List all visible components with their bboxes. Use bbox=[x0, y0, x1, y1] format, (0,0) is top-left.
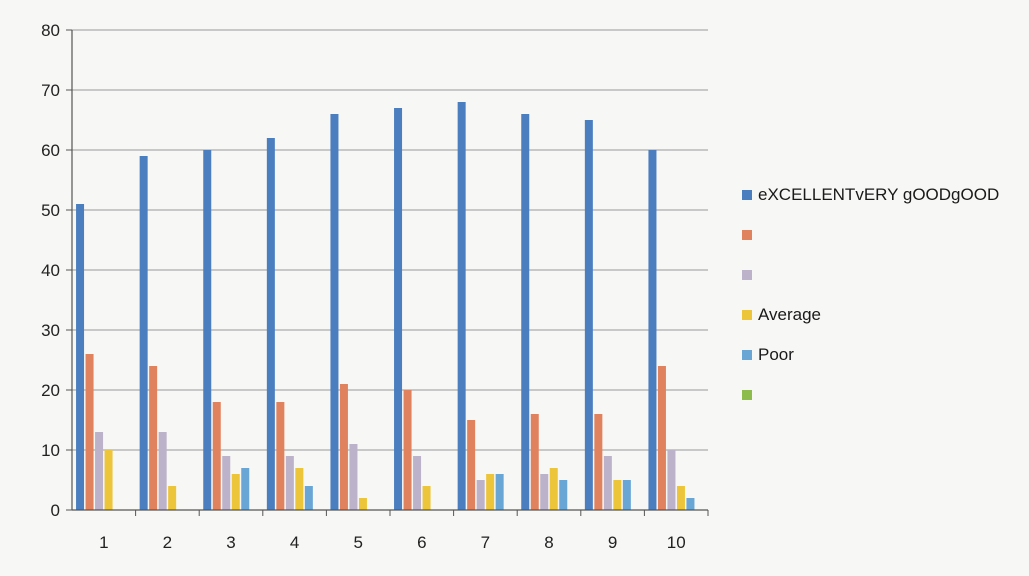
bar bbox=[330, 114, 339, 510]
bar bbox=[521, 114, 530, 510]
bar bbox=[667, 450, 676, 510]
bar bbox=[603, 456, 612, 510]
legend-item: Poor bbox=[742, 335, 1027, 375]
bar bbox=[222, 456, 231, 510]
bar bbox=[530, 414, 539, 510]
bar bbox=[622, 480, 631, 510]
x-tick-label: 9 bbox=[608, 533, 617, 552]
x-tick-label: 6 bbox=[417, 533, 426, 552]
bar bbox=[266, 138, 275, 510]
x-tick-label: 10 bbox=[667, 533, 686, 552]
bar bbox=[476, 480, 485, 510]
legend-swatch bbox=[742, 390, 752, 400]
bar bbox=[231, 474, 240, 510]
y-tick-label: 30 bbox=[41, 321, 60, 340]
legend-label: eXCELLENTvERY gOODgOOD bbox=[758, 185, 1000, 204]
bar bbox=[584, 120, 593, 510]
bar bbox=[676, 486, 685, 510]
bar bbox=[139, 156, 148, 510]
gridlines bbox=[72, 29, 708, 451]
x-tick-label: 7 bbox=[481, 533, 490, 552]
x-tick-label: 8 bbox=[544, 533, 553, 552]
bar bbox=[403, 390, 412, 510]
y-tick-label: 80 bbox=[41, 21, 60, 40]
x-tick-label: 5 bbox=[353, 533, 362, 552]
bar bbox=[285, 456, 294, 510]
x-tick-label: 4 bbox=[290, 533, 299, 552]
y-tick-label: 50 bbox=[41, 201, 60, 220]
bar bbox=[95, 432, 104, 510]
bar bbox=[358, 498, 367, 510]
bar bbox=[594, 414, 603, 510]
bar bbox=[203, 150, 212, 510]
bar bbox=[276, 402, 285, 510]
bar bbox=[648, 150, 657, 510]
bar bbox=[686, 498, 695, 510]
bar bbox=[104, 450, 113, 510]
bar bbox=[657, 366, 666, 510]
bar bbox=[349, 444, 358, 510]
bar bbox=[212, 402, 221, 510]
legend-label: Poor bbox=[758, 345, 794, 364]
legend-swatch bbox=[742, 350, 752, 360]
legend-swatch bbox=[742, 230, 752, 240]
tick-labels: 0 10 20 30 40 50 60 70 80 1 2 3 4 5 6 7 8 9 10 bbox=[41, 21, 686, 552]
y-tick-label: 10 bbox=[41, 441, 60, 460]
legend-item: eXCELLENTvERY gOODgOOD bbox=[742, 175, 1027, 215]
bar bbox=[168, 486, 177, 510]
legend-swatch bbox=[742, 310, 752, 320]
y-tick-label: 0 bbox=[51, 501, 60, 520]
y-tick-label: 20 bbox=[41, 381, 60, 400]
bar bbox=[457, 102, 466, 510]
bar bbox=[613, 480, 622, 510]
x-tick-label: 1 bbox=[99, 533, 108, 552]
bar bbox=[295, 468, 304, 510]
bars bbox=[76, 102, 695, 510]
y-tick-label: 60 bbox=[41, 141, 60, 160]
x-tick-label: 2 bbox=[163, 533, 172, 552]
bar bbox=[495, 474, 504, 510]
bar bbox=[85, 354, 94, 510]
x-tick-label: 3 bbox=[226, 533, 235, 552]
bar bbox=[467, 420, 476, 510]
legend-item: Average bbox=[742, 295, 1027, 335]
bar bbox=[559, 480, 568, 510]
legend-item bbox=[742, 375, 1027, 415]
y-tick-label: 70 bbox=[41, 81, 60, 100]
legend-swatch bbox=[742, 270, 752, 280]
bar bbox=[394, 108, 403, 510]
bar bbox=[549, 468, 558, 510]
legend-swatch bbox=[742, 190, 752, 200]
bar bbox=[76, 204, 85, 510]
legend-item bbox=[742, 255, 1027, 295]
legend-item bbox=[742, 215, 1027, 255]
bar bbox=[304, 486, 313, 510]
y-tick-label: 40 bbox=[41, 261, 60, 280]
bar bbox=[149, 366, 158, 510]
bar bbox=[413, 456, 422, 510]
bar bbox=[540, 474, 549, 510]
bar bbox=[486, 474, 495, 510]
legend: eXCELLENTvERY gOODgOOD Average Poor bbox=[742, 175, 1027, 415]
legend-label: Average bbox=[758, 305, 822, 324]
bar bbox=[339, 384, 348, 510]
bar bbox=[422, 486, 431, 510]
axes bbox=[66, 29, 709, 516]
bar bbox=[158, 432, 167, 510]
bar bbox=[241, 468, 250, 510]
